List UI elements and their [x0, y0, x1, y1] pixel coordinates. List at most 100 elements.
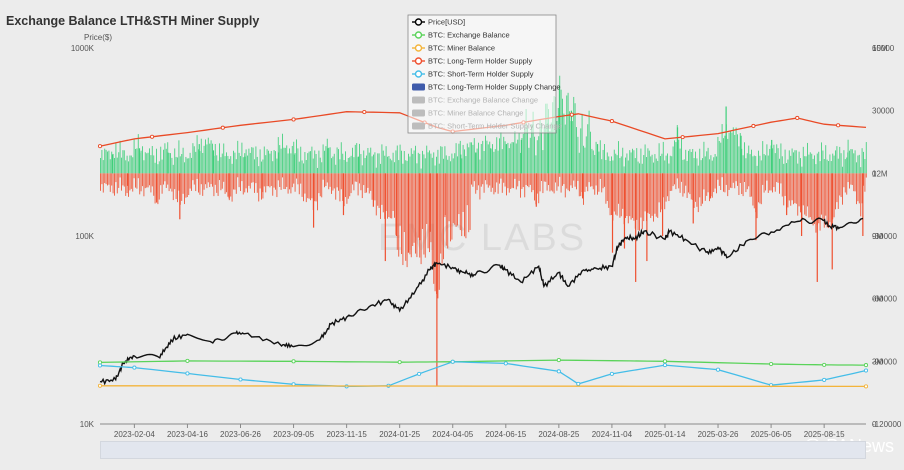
lth-change-bar-positive	[767, 155, 769, 174]
lth-change-bar-negative	[823, 173, 825, 228]
lth-change-bar-negative	[321, 173, 323, 198]
lth-change-bar-positive	[314, 150, 316, 174]
lth-change-bar-negative	[154, 173, 156, 204]
legend-swatch-box	[412, 109, 425, 117]
lth-change-bar-negative	[703, 173, 705, 190]
lth-change-bar-positive	[653, 162, 654, 174]
lth-change-bar-negative	[836, 173, 838, 203]
lth-change-bar-negative	[445, 173, 447, 246]
lth-change-bar-negative	[787, 173, 789, 208]
lth-change-bar-negative	[401, 173, 402, 255]
lth-change-bar-negative	[534, 173, 535, 201]
lth-change-bar-positive	[340, 142, 342, 174]
lth-change-bar-negative	[613, 173, 615, 212]
lth-change-bar-negative	[305, 173, 307, 203]
lth-change-bar-positive	[675, 142, 677, 174]
lth-change-bar-positive	[507, 142, 509, 174]
lth-change-bar-negative	[119, 173, 121, 178]
lth-change-bar-positive	[531, 124, 533, 174]
lth-change-bar-negative	[123, 173, 125, 187]
lth-change-bar-positive	[248, 148, 250, 174]
lth-change-bar-spike	[126, 173, 129, 186]
lth-change-bar-positive	[216, 155, 218, 174]
lth-change-bar-positive	[321, 162, 323, 174]
lth-change-bar-negative	[571, 173, 573, 188]
lth-change-bar-positive	[472, 144, 474, 174]
lth-change-bar-negative	[598, 173, 600, 192]
lth-change-bar-negative	[723, 173, 724, 192]
lth-change-bar-positive	[219, 143, 220, 174]
lth-change-bar-negative	[441, 173, 443, 264]
lth-change-bar-negative	[738, 173, 740, 196]
lth-change-bar-positive	[275, 151, 276, 174]
lth-change-bar-positive	[627, 160, 629, 174]
lth-change-bar-negative	[423, 173, 425, 255]
lth-change-bar-positive	[553, 96, 555, 174]
lth-change-bar-negative	[639, 173, 640, 231]
zoom-navigator[interactable]	[100, 441, 866, 459]
lth-change-bar-negative	[629, 173, 631, 217]
lth-change-bar-negative	[361, 173, 363, 199]
lth-change-bar-negative	[557, 173, 559, 187]
lth-change-bar-positive	[368, 152, 370, 174]
lth-change-bar-negative	[115, 173, 117, 183]
lth-change-bar-negative	[149, 173, 150, 186]
lth-change-bar-positive	[724, 135, 726, 174]
lth-change-bar-positive	[450, 161, 451, 174]
lth-change-bar-negative	[244, 173, 246, 193]
lth-change-bar-negative	[121, 173, 122, 191]
series-marker	[97, 383, 103, 388]
lth-change-bar-positive	[591, 148, 593, 174]
lth-change-bar-spike	[570, 110, 573, 174]
lth-change-bar-negative	[163, 173, 164, 185]
lth-change-bar-negative	[472, 173, 474, 187]
lth-change-bar-negative	[504, 173, 506, 187]
lth-change-bar-positive	[192, 143, 194, 174]
lth-change-bar-positive	[193, 146, 195, 174]
series-marker	[863, 384, 869, 389]
lth-change-bar-positive	[205, 139, 206, 174]
series-marker	[97, 363, 103, 368]
lth-change-bar-spike	[475, 152, 477, 174]
lth-change-bar-negative	[781, 173, 783, 197]
lth-change-bar-positive	[636, 148, 638, 174]
lth-change-bar-positive	[709, 159, 710, 174]
lth-change-bar-positive	[283, 147, 285, 174]
lth-change-bar-positive	[731, 132, 733, 174]
lth-change-bar-positive	[458, 143, 460, 174]
lth-change-bar-spike	[771, 139, 773, 174]
lth-change-bar-negative	[352, 173, 353, 185]
lth-change-bar-negative	[182, 173, 184, 194]
lth-change-bar-positive	[707, 147, 709, 174]
lth-change-bar-positive	[612, 160, 614, 174]
lth-change-bar-positive	[618, 141, 619, 174]
lth-change-bar-negative	[601, 173, 603, 193]
lth-change-bar-negative	[528, 173, 530, 188]
legend-label: BTC: Short-Term Holder Supply	[428, 70, 534, 79]
lth-change-bar-negative	[311, 173, 313, 199]
lth-change-bar-positive	[207, 137, 209, 174]
lth-change-bar-positive	[604, 143, 605, 174]
lth-change-bar-negative	[374, 173, 376, 201]
lth-change-bar-positive	[646, 157, 647, 174]
lth-change-bar-negative	[626, 173, 628, 217]
lth-change-bar-negative	[597, 173, 598, 195]
lth-change-bar-negative	[717, 173, 719, 180]
lth-change-bar-negative	[144, 173, 146, 189]
lth-change-bar-negative	[724, 173, 726, 193]
lth-change-bar-spike	[490, 148, 492, 174]
lth-change-bar-negative	[849, 173, 850, 189]
lth-change-bar-negative	[763, 173, 765, 193]
lth-change-bar-negative	[380, 173, 381, 219]
lth-change-bar-negative	[170, 173, 171, 189]
lth-change-bar-negative	[539, 173, 541, 192]
lth-change-bar-negative	[366, 173, 367, 193]
lth-change-bar-positive	[602, 149, 604, 174]
lth-change-bar-negative	[350, 173, 352, 194]
lth-change-bar-negative	[328, 173, 330, 190]
lth-change-bar-negative	[702, 173, 703, 204]
lth-change-bar-positive	[230, 156, 232, 174]
lth-change-bar-negative	[181, 173, 183, 201]
lth-change-bar-positive	[105, 149, 107, 174]
left-tick-label: 100K	[75, 232, 94, 241]
